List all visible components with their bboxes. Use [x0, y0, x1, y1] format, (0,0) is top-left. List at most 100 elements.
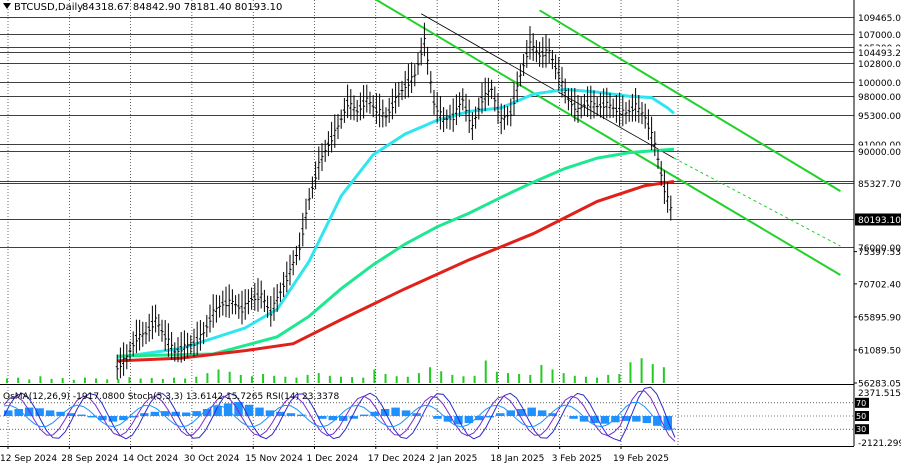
channel-line	[421, 13, 675, 159]
volume-bar	[262, 374, 265, 383]
last-price-label: 80193.10	[858, 216, 901, 226]
volume-bar	[228, 371, 231, 383]
osc-level-box	[855, 424, 869, 435]
volume-bar	[328, 375, 331, 383]
level-label: 100000.00	[858, 79, 901, 89]
volume-bar	[373, 369, 376, 383]
volume-bar	[295, 377, 298, 383]
rsi-line	[3, 402, 676, 431]
osc-level-label: 30	[856, 425, 866, 434]
volume-bar	[273, 375, 276, 383]
collapse-triangle-icon[interactable]	[3, 3, 11, 9]
level-label-bg	[855, 241, 901, 254]
volume-bar	[217, 369, 220, 383]
osma-bar	[318, 416, 327, 419]
grid	[0, 0, 854, 446]
stoch-signal-line	[3, 390, 676, 442]
volume-bar	[573, 375, 576, 383]
osma-bar	[45, 410, 55, 416]
osma-bar	[527, 407, 536, 416]
volume-bar	[161, 378, 164, 383]
y-tick-label: 75397.53	[858, 248, 901, 258]
volume-bar	[518, 374, 521, 383]
x-tick-label: 3 Feb 2025	[552, 454, 602, 464]
indicator-window	[0, 386, 854, 442]
osc-level-box	[855, 411, 869, 421]
volume-bar	[239, 374, 242, 383]
level-label-bg	[855, 76, 901, 89]
ema-line	[117, 180, 675, 363]
volume-bar	[72, 379, 75, 383]
level-label: 109465.00	[858, 14, 901, 24]
volume-bar	[17, 377, 20, 383]
volume-bar	[406, 376, 409, 383]
osma-bar	[276, 411, 285, 416]
volume-bar	[462, 376, 465, 383]
level-label-bg	[855, 28, 901, 41]
osma-bar	[548, 413, 557, 416]
level-label: 76000.00	[858, 244, 901, 254]
osma-bar	[108, 416, 118, 422]
indicator-label: OsMA(12,26,9) -1917.0800 Stoch(5,3,3) 13…	[3, 392, 339, 402]
price-series	[115, 22, 673, 380]
osma-bar	[516, 409, 526, 416]
level-label-bg	[855, 57, 901, 70]
volume-bar	[640, 358, 643, 383]
level-label-bg	[855, 46, 901, 59]
volume-bar	[150, 378, 153, 383]
volume-bar	[139, 378, 142, 383]
osc-level-label: 70	[856, 399, 866, 408]
level-label: 98000.00	[858, 93, 901, 103]
osma-bar	[642, 416, 652, 423]
volume-bar	[39, 376, 42, 383]
volume-bar	[618, 374, 621, 383]
osma-bar	[537, 410, 547, 416]
level-label-bg	[855, 11, 901, 24]
level-label: 102800.00	[858, 60, 901, 70]
osma-bar	[359, 414, 369, 416]
level-label: 107000.00	[858, 31, 901, 41]
volume-bar	[117, 378, 120, 383]
volume-bar	[417, 373, 420, 383]
level-label-bg	[855, 145, 901, 158]
level-label: 90000.00	[858, 148, 901, 158]
osma-bar	[475, 416, 484, 421]
y-tick-label: 70702.40	[858, 280, 901, 290]
osma-bar	[328, 416, 337, 421]
osma-bar	[496, 413, 505, 416]
osma-bar	[265, 410, 275, 416]
volume-bar	[128, 377, 131, 383]
channel-line	[374, 0, 841, 276]
osma-bar	[56, 411, 65, 416]
level-label: 85327.70	[858, 180, 901, 190]
volume-bar	[473, 375, 476, 383]
y-tick-label: 61089.50	[858, 346, 901, 356]
volume-bar	[250, 376, 253, 383]
volume-bar	[50, 378, 53, 383]
volume-bar	[562, 373, 565, 383]
volume-bar	[206, 373, 209, 383]
osma-bar	[98, 416, 107, 421]
volume-bar	[184, 378, 187, 383]
volume-bar	[551, 369, 554, 383]
osma-bar	[485, 416, 495, 418]
osma-bar	[349, 416, 358, 419]
osma-bar	[202, 409, 212, 416]
osma-bar	[663, 416, 672, 430]
osma-bar	[181, 412, 191, 416]
level-label-bg	[855, 109, 901, 122]
x-tick-label: 14 Oct 2024	[123, 454, 179, 464]
osma-bar	[234, 402, 243, 416]
osma-bar	[77, 414, 86, 416]
osma-bar	[391, 407, 400, 416]
x-tick-label: 2 Jan 2025	[429, 454, 477, 464]
osma-bar	[339, 416, 348, 421]
volume-bar	[6, 378, 8, 383]
volume-bar	[173, 377, 175, 383]
osma-bar	[87, 416, 97, 418]
level-label-bg	[855, 90, 901, 103]
volume-bar	[340, 376, 342, 383]
